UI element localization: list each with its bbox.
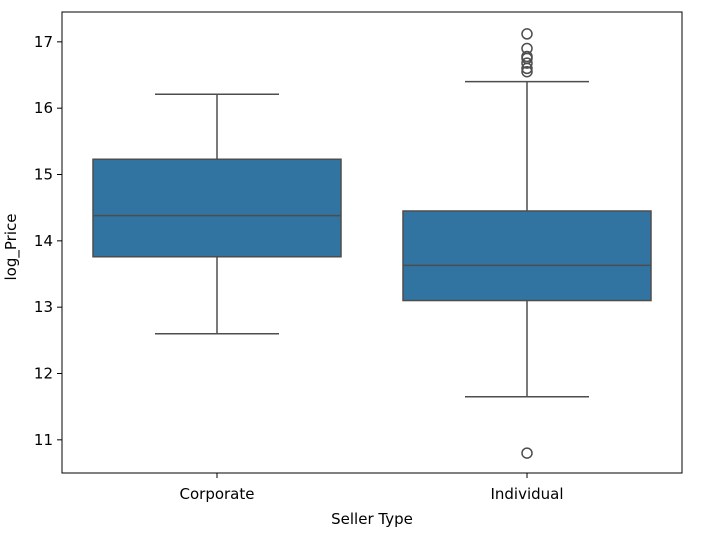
outlier-point	[521, 65, 533, 78]
y-tick-label: 11	[34, 431, 53, 449]
plot-frame	[61, 11, 683, 474]
y-tick-label: 12	[34, 365, 53, 383]
box	[92, 158, 342, 258]
outlier-point	[521, 28, 533, 40]
x-tick-label: Individual	[490, 485, 563, 503]
y-tick-label: 14	[34, 232, 53, 250]
y-tick-label: 17	[34, 33, 53, 51]
box	[402, 210, 652, 302]
box-group-individual	[402, 28, 652, 459]
y-axis-label: log_Price	[2, 214, 21, 281]
outlier-point	[521, 57, 533, 69]
box-group-corporate	[92, 93, 342, 335]
y-tick-label: 15	[34, 166, 53, 184]
y-tick-label: 13	[34, 298, 53, 316]
x-tick-label: Corporate	[180, 485, 255, 503]
y-axis: 11 12 13 14 15 16 17	[34, 33, 62, 449]
plot-area	[92, 28, 652, 459]
outlier-point	[521, 42, 533, 55]
x-axis: Corporate Individual	[180, 473, 564, 503]
outlier-point	[521, 50, 533, 63]
outlier-point	[521, 447, 533, 459]
y-tick-label: 16	[34, 99, 53, 117]
x-axis-label: Seller Type	[331, 510, 413, 528]
